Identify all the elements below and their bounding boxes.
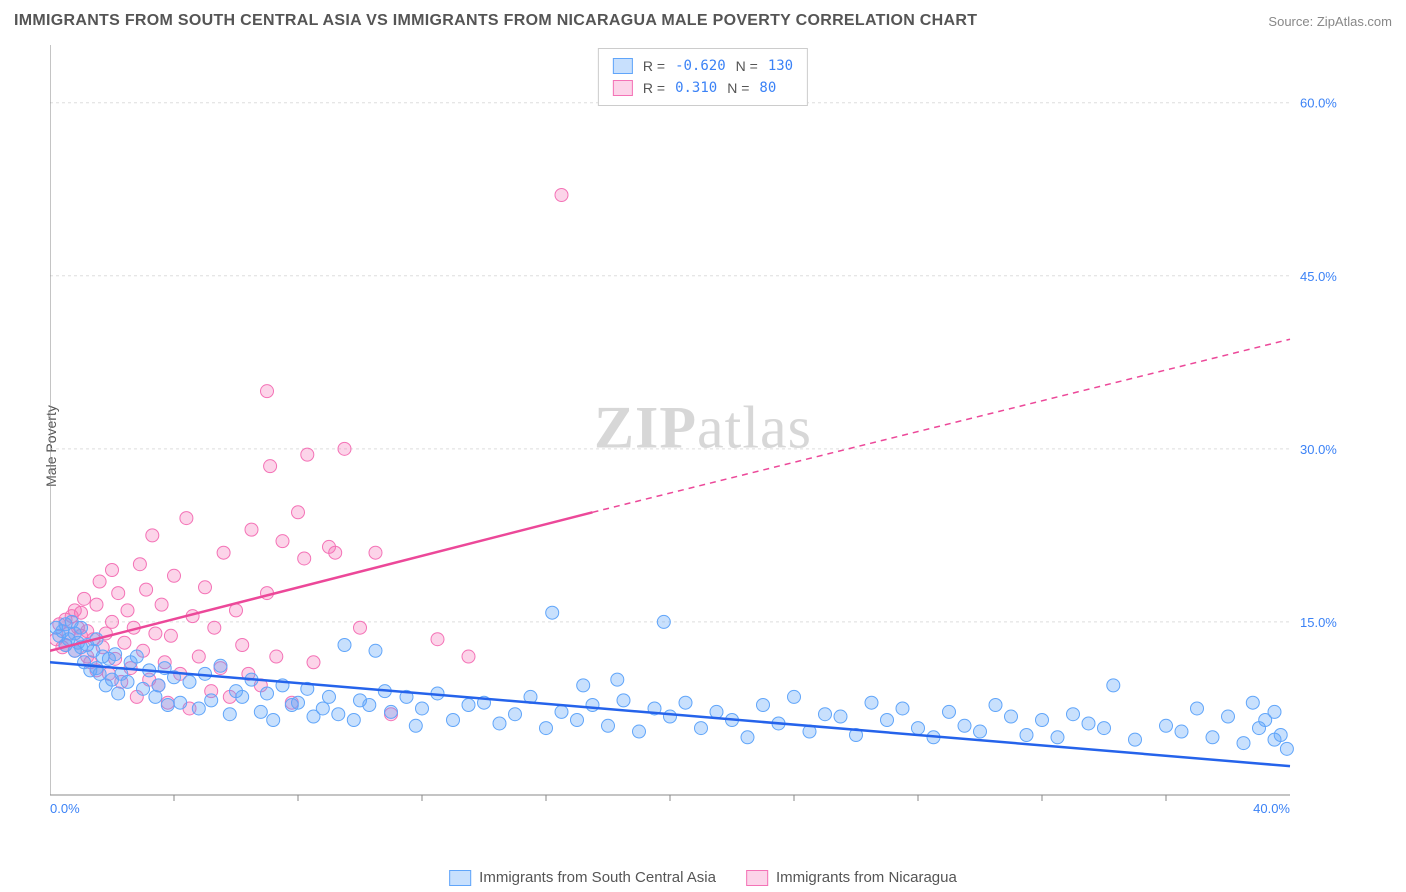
series-legend: Immigrants from South Central Asia Immig… xyxy=(449,869,957,886)
svg-text:40.0%: 40.0% xyxy=(1253,801,1290,815)
n-label: N = xyxy=(736,58,758,74)
svg-text:45.0%: 45.0% xyxy=(1300,269,1337,284)
legend-item-b: Immigrants from Nicaragua xyxy=(746,869,957,886)
svg-text:0.0%: 0.0% xyxy=(50,801,80,815)
n-value-b: 80 xyxy=(759,80,776,96)
n-label: N = xyxy=(727,80,749,96)
chart-area: 15.0% 30.0% 45.0% 60.0% 0.0% 40.0% xyxy=(50,45,1350,815)
svg-text:15.0%: 15.0% xyxy=(1300,615,1337,630)
svg-text:60.0%: 60.0% xyxy=(1300,96,1337,111)
r-value-a: -0.620 xyxy=(675,58,726,74)
legend-swatch-blue xyxy=(613,58,633,74)
legend-row-series-b: R = 0.310 N = 80 xyxy=(613,77,793,99)
r-label: R = xyxy=(643,58,665,74)
legend-swatch-pink xyxy=(613,80,633,96)
legend-swatch-pink xyxy=(746,870,768,886)
legend-row-series-a: R = -0.620 N = 130 xyxy=(613,55,793,77)
legend-label-b: Immigrants from Nicaragua xyxy=(776,869,957,886)
chart-title: IMMIGRANTS FROM SOUTH CENTRAL ASIA VS IM… xyxy=(14,12,977,30)
legend-swatch-blue xyxy=(449,870,471,886)
scatter-plot: 15.0% 30.0% 45.0% 60.0% 0.0% 40.0% xyxy=(50,45,1350,815)
r-value-b: 0.310 xyxy=(675,80,717,96)
correlation-legend: R = -0.620 N = 130 R = 0.310 N = 80 xyxy=(598,48,808,106)
source-label: Source: xyxy=(1268,14,1313,29)
legend-item-a: Immigrants from South Central Asia xyxy=(449,869,716,886)
svg-text:30.0%: 30.0% xyxy=(1300,442,1337,457)
legend-label-a: Immigrants from South Central Asia xyxy=(479,869,716,886)
source-attribution: Source: ZipAtlas.com xyxy=(1268,14,1392,29)
source-name: ZipAtlas.com xyxy=(1317,14,1392,29)
n-value-a: 130 xyxy=(768,58,793,74)
r-label: R = xyxy=(643,80,665,96)
